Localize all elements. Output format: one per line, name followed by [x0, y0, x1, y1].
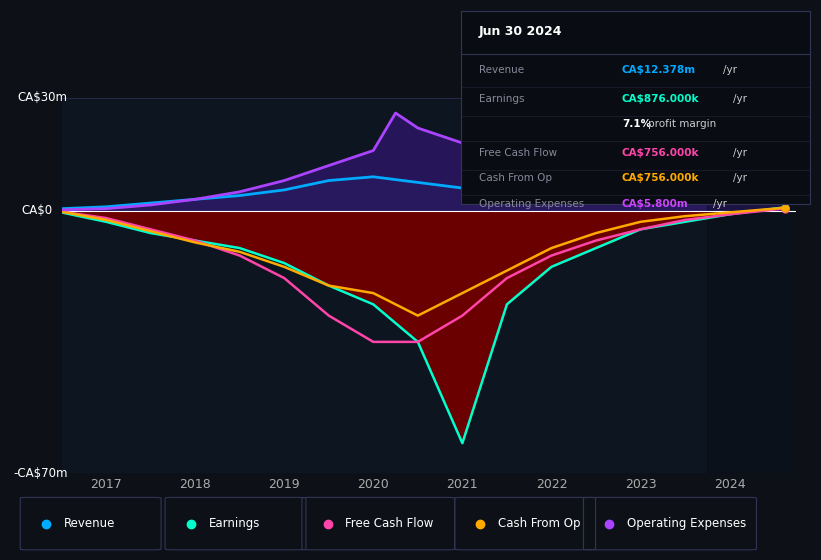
- Text: CA$5.800m: CA$5.800m: [622, 199, 689, 209]
- Text: /yr: /yr: [723, 66, 737, 75]
- Text: Cash From Op: Cash From Op: [479, 174, 552, 184]
- Text: /yr: /yr: [733, 148, 747, 158]
- Text: Free Cash Flow: Free Cash Flow: [346, 517, 433, 530]
- Text: Jun 30 2024: Jun 30 2024: [479, 25, 562, 38]
- Text: Revenue: Revenue: [64, 517, 115, 530]
- Text: CA$876.000k: CA$876.000k: [622, 94, 699, 104]
- Text: Earnings: Earnings: [209, 517, 260, 530]
- Text: Operating Expenses: Operating Expenses: [479, 199, 584, 209]
- Text: CA$0: CA$0: [21, 204, 53, 217]
- Text: CA$12.378m: CA$12.378m: [622, 66, 696, 75]
- Text: CA$756.000k: CA$756.000k: [622, 148, 699, 158]
- Text: Earnings: Earnings: [479, 94, 525, 104]
- Text: Cash From Op: Cash From Op: [498, 517, 580, 530]
- Text: Free Cash Flow: Free Cash Flow: [479, 148, 557, 158]
- Text: -CA$70m: -CA$70m: [14, 466, 68, 480]
- Text: Operating Expenses: Operating Expenses: [627, 517, 746, 530]
- Text: /yr: /yr: [733, 94, 747, 104]
- Text: Revenue: Revenue: [479, 66, 524, 75]
- Text: profit margin: profit margin: [648, 119, 717, 129]
- Text: /yr: /yr: [713, 199, 727, 209]
- Bar: [708, 98, 796, 473]
- Text: 7.1%: 7.1%: [622, 119, 651, 129]
- Text: CA$756.000k: CA$756.000k: [622, 174, 699, 184]
- Text: /yr: /yr: [733, 174, 747, 184]
- Text: CA$30m: CA$30m: [17, 91, 67, 105]
